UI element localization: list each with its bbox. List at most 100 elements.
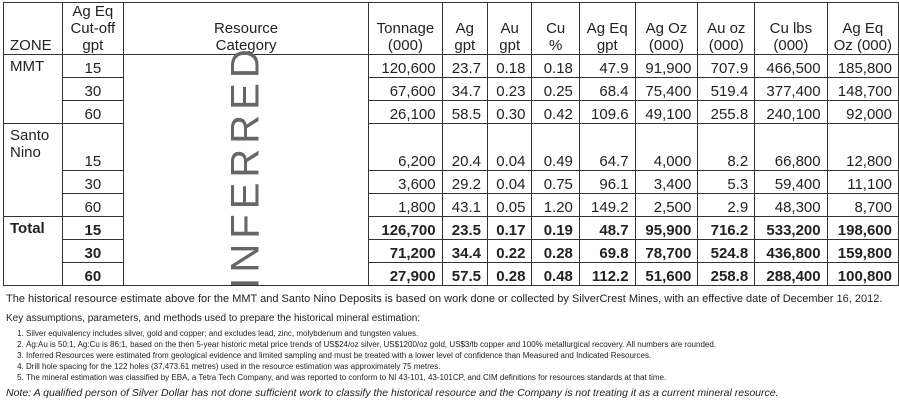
- cell: 0.23: [486, 77, 533, 101]
- cell: 198,600: [826, 216, 899, 240]
- cell: 60: [61, 262, 124, 286]
- cell: 26,100: [368, 100, 443, 124]
- column-header: Ag Oz (000): [634, 2, 699, 55]
- cell: 0.28: [486, 262, 533, 286]
- zone-cell: Total: [3, 216, 63, 286]
- cell: 64.7: [578, 123, 636, 171]
- column-header: Ag Eq gpt: [578, 2, 636, 55]
- cell: 109.6: [578, 100, 636, 124]
- cell: 288,400: [754, 262, 828, 286]
- cell: 68.4: [578, 77, 636, 101]
- note-item: Ag:Au is 50:1, Ag:Cu is 86:1, based on t…: [26, 339, 896, 350]
- cell: 0.18: [531, 54, 580, 78]
- cell: 30: [61, 239, 124, 263]
- cell: 2.9: [697, 193, 756, 217]
- cell: 707.9: [697, 54, 756, 78]
- zone-cell: Santo Nino: [3, 123, 63, 217]
- column-header: Ag gpt: [441, 2, 488, 55]
- resource-table: ZONE Ag Eq Cut-off gpt Resource Category To…: [3, 2, 899, 289]
- cell: 8,700: [826, 193, 899, 217]
- cell: 69.8: [578, 239, 636, 263]
- cell: 0.48: [531, 262, 580, 286]
- cell: 6,200: [368, 123, 443, 171]
- cell: 148,700: [826, 77, 899, 101]
- cell: 0.19: [531, 216, 580, 240]
- cell: 91,900: [634, 54, 699, 78]
- cell: 0.17: [486, 216, 533, 240]
- cell: 96.1: [578, 170, 636, 194]
- cell: 0.22: [486, 239, 533, 263]
- cell: 67,600: [368, 77, 443, 101]
- cell: 2,500: [634, 193, 699, 217]
- cell: 0.05: [486, 193, 533, 217]
- notes: Silver equivalency includes silver, gold…: [6, 328, 896, 383]
- table-row: 30 3,600 29.2 0.04 0.75 96.1 3,400 5.3 59,400 11,…: [4, 170, 899, 194]
- cell: 159,800: [826, 239, 899, 263]
- category-label: INFERRED: [223, 43, 268, 289]
- cell: 75,400: [634, 77, 699, 101]
- cell: 57.5: [441, 262, 488, 286]
- note-item: Drill hole spacing for the 122 holes (37…: [26, 361, 896, 372]
- note-item: The mineral estimation was classified by…: [26, 372, 896, 383]
- cell: 92,000: [826, 100, 899, 124]
- cell: 100,800: [826, 262, 899, 286]
- cell: 0.75: [531, 170, 580, 194]
- note: Note: A qualified person of Silver Dolla…: [6, 387, 779, 399]
- cell: 51,600: [634, 262, 699, 286]
- column-header: Au gpt: [486, 2, 533, 55]
- cell: 15: [61, 216, 124, 240]
- cell: 466,500: [754, 54, 828, 78]
- column-header: Ag Eq Cut-off gpt: [61, 2, 124, 55]
- cell: 71,200: [368, 239, 443, 263]
- column-header: Tonnage (000): [368, 2, 443, 55]
- cell: 78,700: [634, 239, 699, 263]
- cell: 716.2: [697, 216, 756, 240]
- cell: 149.2: [578, 193, 636, 217]
- cell: 30: [61, 77, 124, 101]
- zone-cell: MMT: [3, 54, 63, 124]
- cell: 23.5: [441, 216, 488, 240]
- cell: 519.4: [697, 77, 756, 101]
- paragraph: The historical resource estimate above f…: [6, 293, 883, 305]
- cell: 0.28: [531, 239, 580, 263]
- intro: Key assumptions, parameters, and methods…: [6, 313, 421, 324]
- cell: 95,900: [634, 216, 699, 240]
- cell: 48.7: [578, 216, 636, 240]
- cell: 47.9: [578, 54, 636, 78]
- cell: 15: [61, 123, 124, 171]
- note-item: Silver equivalency includes silver, gold…: [26, 328, 896, 339]
- cell: 0.04: [486, 123, 533, 171]
- table-row: 60 27,900 57.5 0.28 0.48 112.2 51,600 258.8 288,…: [4, 262, 899, 286]
- table-row: Santo Nino 15 6,200 20.4 0.04 0.49 64.7 4,000 8.…: [3, 123, 899, 217]
- note-item: Inferred Resources were estimated from g…: [26, 350, 896, 361]
- cell: 255.8: [697, 100, 756, 124]
- cell: 58.5: [441, 100, 488, 124]
- cell: 0.25: [531, 77, 580, 101]
- column-header: Cu %: [531, 2, 580, 55]
- cell: 126,700: [368, 216, 443, 240]
- cell: 5.3: [697, 170, 756, 194]
- cell: 29.2: [441, 170, 488, 194]
- cell: 48,300: [754, 193, 828, 217]
- column-header: Ag Eq Oz (000): [826, 2, 899, 55]
- cell: 12,800: [826, 123, 899, 171]
- cell: 59,400: [754, 170, 828, 194]
- cell: 20.4: [441, 123, 488, 171]
- cell: 43.1: [441, 193, 488, 217]
- cell: 185,800: [826, 54, 899, 78]
- cell: 258.8: [697, 262, 756, 286]
- cell: 0.04: [486, 170, 533, 194]
- table-row: 60 1,800 43.1 0.05 1.20 149.2 2,500 2.9 48,300 8,…: [4, 193, 899, 217]
- cell: 60: [61, 100, 124, 124]
- cell: 240,100: [754, 100, 828, 124]
- cell: 1.20: [531, 193, 580, 217]
- cell: 11,100: [826, 170, 899, 194]
- footer: The historical resource estimate above f…: [6, 293, 896, 399]
- cell: 436,800: [754, 239, 828, 263]
- cell: 533,200: [754, 216, 828, 240]
- cell: 377,400: [754, 77, 828, 101]
- cell: 112.2: [578, 262, 636, 286]
- cell: 1,800: [368, 193, 443, 217]
- cell: 60: [61, 193, 124, 217]
